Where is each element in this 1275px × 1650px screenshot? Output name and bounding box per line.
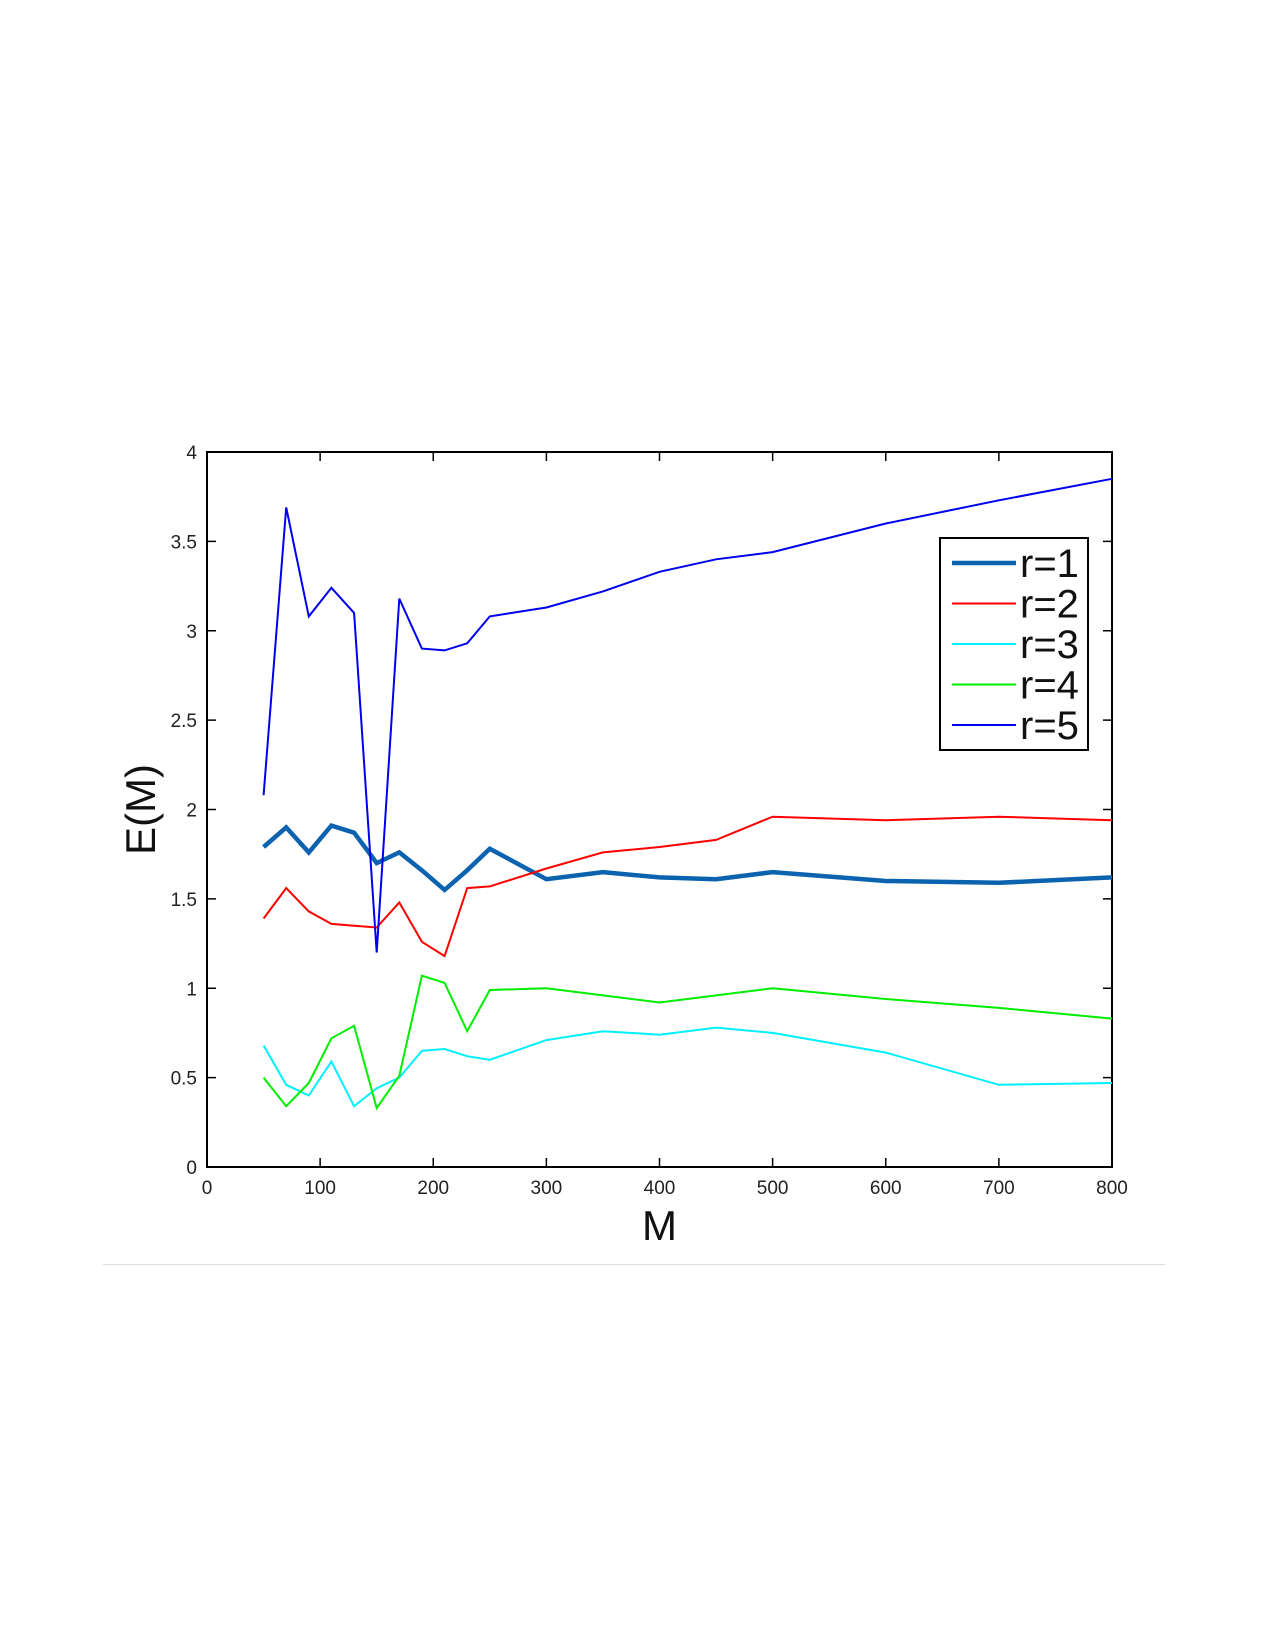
x-tick-label: 500 [757,1178,789,1199]
y-axis-tick-labels: 0 0.5 1 1.5 2 2.5 3 3.5 4 [171,443,198,1179]
x-tick-label: 600 [870,1178,902,1199]
y-tick-label: 3 [186,622,197,643]
y-tick-label: 0 [186,1158,197,1179]
series-lines [262,477,1113,1111]
x-axis-title: M [642,1202,677,1249]
x-tick-label: 100 [304,1178,336,1199]
y-tick-label: 1 [186,979,197,1000]
legend-label-3: r=3 [1020,623,1079,667]
series-line-4 [262,974,1113,1111]
x-tick-label: 700 [983,1178,1015,1199]
y-tick-label: 0.5 [171,1069,197,1090]
legend-label-5: r=5 [1020,704,1079,748]
legend: r=1r=2r=3r=4r=5 [939,537,1089,751]
series-line-1 [262,823,1113,893]
series-line-2 [262,815,1113,958]
y-tick-label: 1.5 [171,890,197,911]
page-separator-line [103,1264,1165,1265]
series-line-5 [262,477,1113,953]
x-tick-label: 300 [531,1178,563,1199]
legend-label-2: r=2 [1020,583,1079,627]
legend-label-4: r=4 [1020,664,1079,708]
x-tick-label: 400 [644,1178,676,1199]
y-tick-label: 4 [186,443,197,464]
x-tick-label: 0 [202,1178,213,1199]
x-tick-label: 800 [1096,1178,1128,1199]
y-tick-label: 2 [186,801,197,822]
legend-label-1: r=1 [1020,542,1079,586]
x-tick-label: 200 [417,1178,449,1199]
y-tick-label: 3.5 [171,532,197,553]
series-line-3 [262,1026,1113,1108]
y-axis-title: E(M) [117,764,164,855]
axis-ticks [206,451,1113,1168]
x-axis-tick-labels: 0 100 200 300 400 500 600 700 800 [202,1178,1128,1199]
y-tick-label: 2.5 [171,711,197,732]
